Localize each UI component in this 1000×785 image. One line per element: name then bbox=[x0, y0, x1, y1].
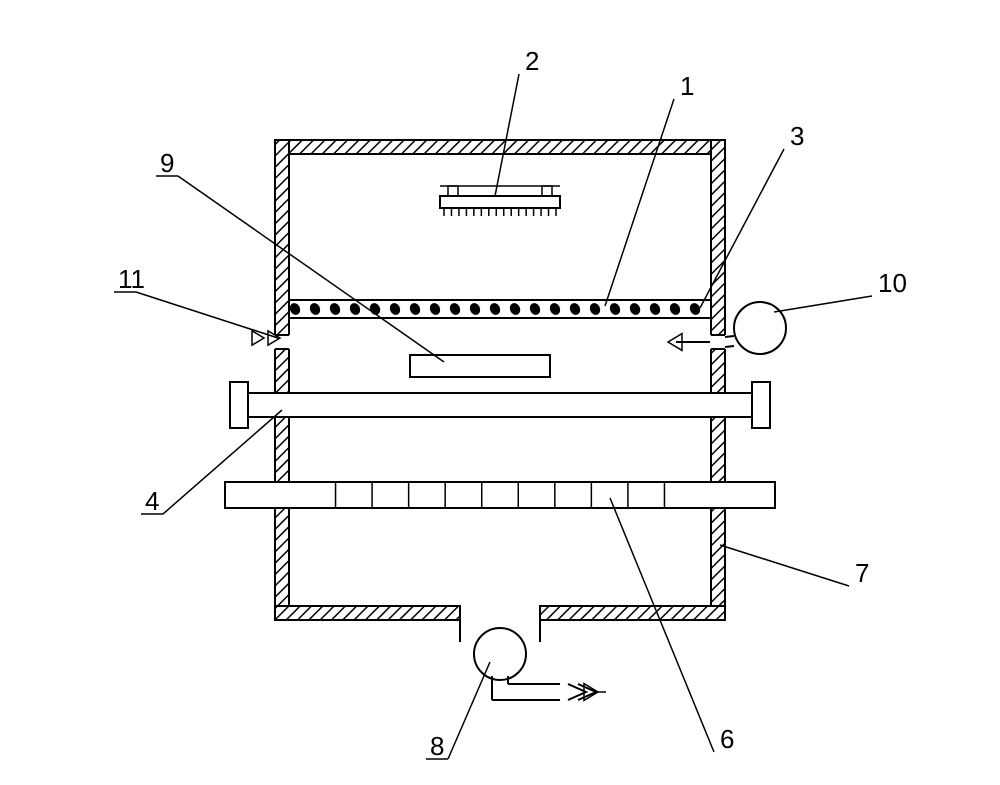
label-6: 6 bbox=[720, 724, 734, 754]
label-3: 3 bbox=[790, 121, 804, 151]
outlet-arrow bbox=[568, 684, 596, 700]
label-7: 7 bbox=[855, 558, 869, 588]
roller-bar bbox=[230, 382, 770, 428]
label-4: 4 bbox=[145, 486, 159, 516]
label-2: 2 bbox=[525, 46, 539, 76]
partition-plate bbox=[288, 300, 711, 318]
engineering-diagram: 1 2 3 4 6 7 8 9 10 11 bbox=[0, 0, 1000, 785]
showerhead bbox=[440, 186, 560, 216]
outlet-pump bbox=[460, 620, 606, 700]
inlet-pump-right bbox=[725, 302, 786, 354]
chamber-wall bbox=[274, 140, 726, 620]
label-9: 9 bbox=[160, 148, 174, 178]
label-10: 10 bbox=[878, 268, 907, 298]
label-8: 8 bbox=[430, 731, 444, 761]
conveyor-belt bbox=[225, 482, 775, 508]
inlet-arrow-right bbox=[668, 334, 710, 351]
label-1: 1 bbox=[680, 71, 694, 101]
sample-block bbox=[410, 355, 550, 377]
label-11: 11 bbox=[118, 264, 145, 294]
